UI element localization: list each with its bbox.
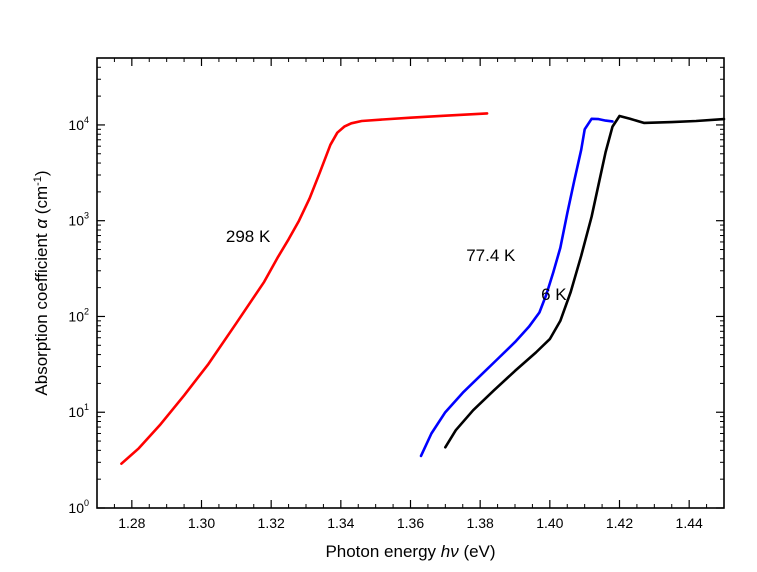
series-line-1 <box>120 112 489 466</box>
x-tick-label: 1.32 <box>258 515 285 531</box>
y-tick-label: 102 <box>68 306 89 324</box>
series-line-3 <box>443 114 726 449</box>
y-tick-label: 104 <box>68 115 89 133</box>
x-tick-label: 1.30 <box>188 515 215 531</box>
series-annotation: 6 K <box>541 285 567 304</box>
y-tick-label: 103 <box>68 211 89 229</box>
y-tick-label: 101 <box>68 402 89 420</box>
x-tick-label: 1.28 <box>118 515 145 531</box>
series-annotation: 298 K <box>226 227 271 246</box>
axis-tick-labels: 1.28 1.30 1.32 1.34 1.36 1.38 1.40 1.42 1.44 100 1… <box>68 115 703 531</box>
plot-frame <box>96 57 725 509</box>
data-series <box>120 112 726 466</box>
series-line-2 <box>419 117 614 458</box>
x-tick-label: 1.44 <box>676 515 703 531</box>
axis-ticks <box>97 57 725 509</box>
x-tick-label: 1.38 <box>467 515 494 531</box>
x-tick-label: 1.42 <box>606 515 633 531</box>
y-tick-label: 100 <box>68 498 89 516</box>
x-tick-label: 1.34 <box>327 515 354 531</box>
x-tick-label: 1.36 <box>397 515 424 531</box>
series-annotations: 298 K 77.4 K 6 K <box>226 227 567 304</box>
x-axis-title: Photon energy hν (eV) <box>325 542 495 561</box>
series-annotation: 77.4 K <box>466 246 516 265</box>
y-axis-title: Absorption coefficient α (cm-1) <box>32 170 51 395</box>
x-tick-label: 1.40 <box>536 515 563 531</box>
